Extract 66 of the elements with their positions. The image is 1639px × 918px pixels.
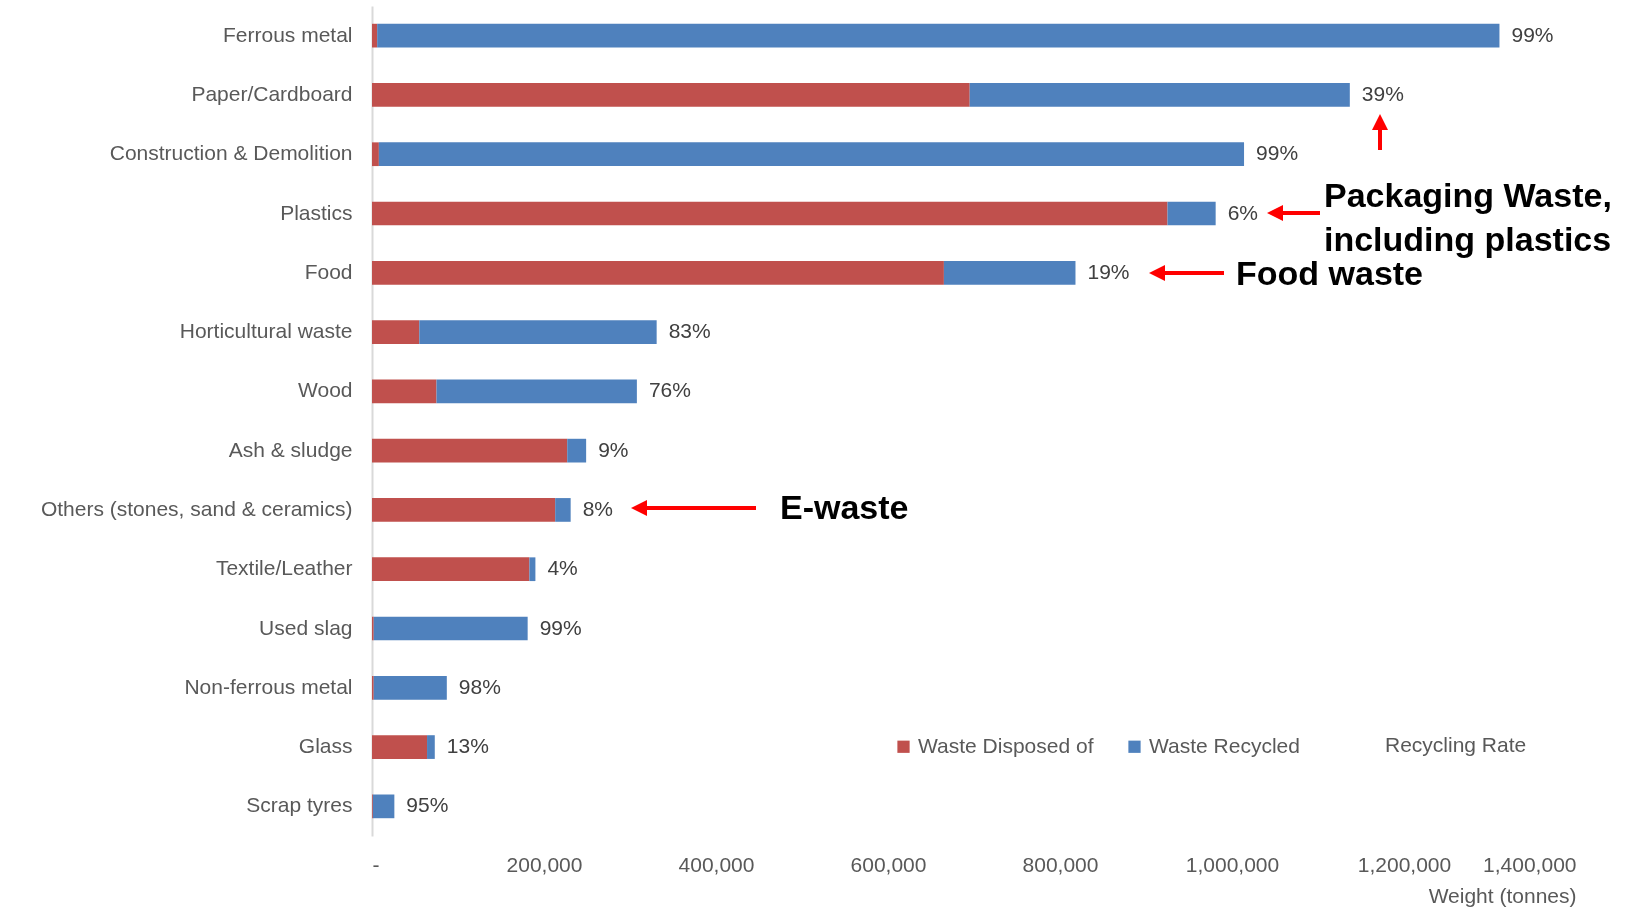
bar <box>372 142 379 167</box>
bar <box>567 438 587 463</box>
x-tick-label: 800,000 <box>1022 852 1099 876</box>
bar <box>372 794 395 819</box>
bar <box>372 201 1168 226</box>
bar <box>529 557 536 582</box>
y-tick-label: Scrap tyres <box>246 793 353 817</box>
bar <box>372 23 378 48</box>
y-tick-label: Ash & sludge <box>228 437 353 461</box>
annotation: 39% <box>1361 81 1404 105</box>
annotation: 76% <box>648 378 691 402</box>
x-tick-label: - <box>372 852 380 876</box>
bar <box>372 438 568 463</box>
y-tick-label: Textile/Leather <box>215 556 353 580</box>
x-tick-label: 1,200,000 <box>1357 852 1452 876</box>
x-tick-label: 400,000 <box>678 852 755 876</box>
y-tick-label: Plastics <box>280 200 353 224</box>
annotation: 99% <box>1256 141 1299 165</box>
y-tick-label: Ferrous metal <box>222 22 353 46</box>
legend-label: Waste Recycled <box>1149 733 1300 757</box>
x-tick-label: 1,400,000 <box>1483 852 1577 876</box>
annotation: E-waste <box>780 488 909 526</box>
annotation: 19% <box>1087 259 1130 283</box>
legend-label: Waste Disposed of <box>918 733 1094 757</box>
annotation: 4% <box>547 556 578 580</box>
y-tick-label: Horticultural waste <box>179 319 353 343</box>
x-tick-label: 1,000,000 <box>1185 852 1280 876</box>
bar <box>377 23 1500 48</box>
bar <box>378 142 1245 167</box>
annotation: 83% <box>668 319 711 343</box>
y-tick-label: Paper/Cardboard <box>191 81 353 105</box>
bar <box>969 83 1350 107</box>
bar <box>419 320 657 344</box>
bar <box>373 675 447 700</box>
bar <box>373 616 528 641</box>
y-tick-label: Glass <box>298 734 353 758</box>
y-tick-label: Used slag <box>259 615 353 639</box>
annotation: 95% <box>406 793 449 817</box>
y-tick-label: Wood <box>298 378 353 402</box>
bar <box>372 557 530 582</box>
bar <box>436 379 637 404</box>
x-tick-label: 600,000 <box>850 852 927 876</box>
bar <box>427 735 435 759</box>
y-tick-label: Others (stones, sand & ceramics) <box>40 496 353 520</box>
annotation: 99% <box>1511 22 1554 46</box>
annotation: 9% <box>598 437 629 461</box>
bar <box>372 379 437 404</box>
annotation: 13% <box>446 734 489 758</box>
bar <box>372 260 944 285</box>
annotation: Recycling Rate <box>1385 733 1527 756</box>
annotation: 8% <box>582 496 614 520</box>
x-tick-label: 200,000 <box>506 852 583 876</box>
y-tick-label: Non-ferrous metal <box>184 674 353 698</box>
bar <box>372 83 970 107</box>
y-tick-label: Construction & Demolition <box>109 141 353 165</box>
bar <box>372 735 428 759</box>
bar <box>1167 201 1216 226</box>
x-axis-title: Weight (tonnes) <box>1428 883 1577 907</box>
bar <box>372 320 420 344</box>
bar <box>555 498 571 522</box>
bar <box>943 260 1076 285</box>
annotation: 98% <box>458 674 501 698</box>
y-tick-label: Food <box>304 259 353 283</box>
bar <box>372 498 556 522</box>
annotation: 99% <box>539 615 582 639</box>
annotation: 6% <box>1227 200 1259 224</box>
